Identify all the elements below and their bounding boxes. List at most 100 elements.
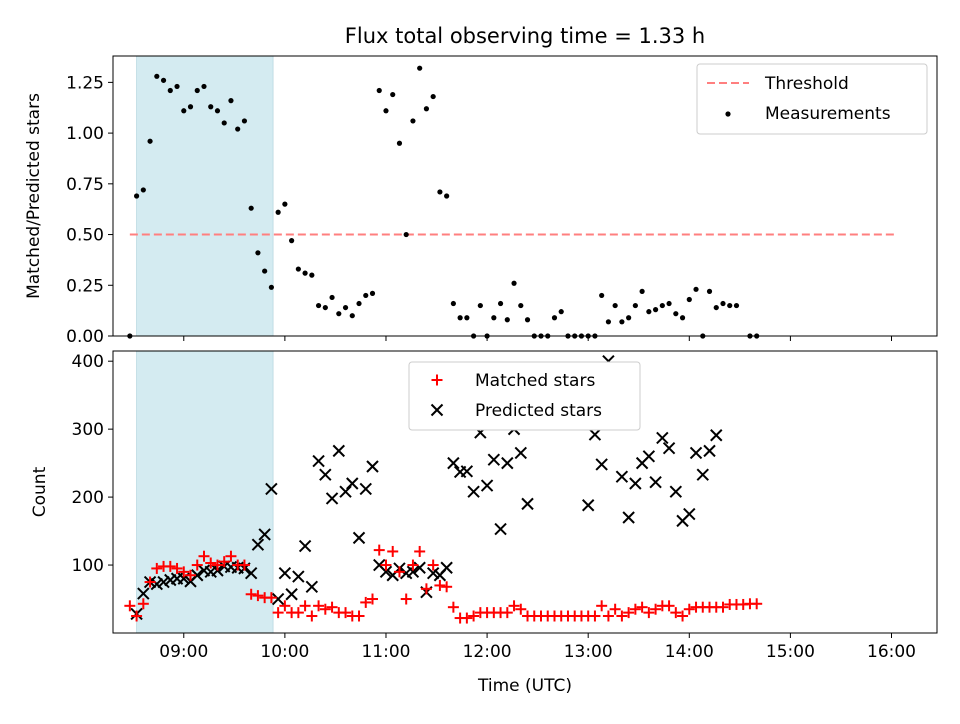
measurement-point bbox=[417, 65, 423, 71]
predicted-stars-point bbox=[629, 477, 642, 490]
top-y-axis-label: Matched/Predicted stars bbox=[24, 93, 44, 299]
measurement-point bbox=[646, 309, 652, 315]
bottom-y-axis-label: Count bbox=[30, 466, 50, 517]
legend-measurements-swatch bbox=[725, 111, 731, 117]
measurement-point bbox=[457, 315, 463, 321]
y-tick-label: 0.00 bbox=[66, 327, 104, 347]
x-marker-stroke bbox=[258, 528, 271, 541]
measurement-point bbox=[450, 300, 456, 307]
measurement-point bbox=[309, 272, 315, 278]
measurement-point bbox=[275, 209, 281, 215]
top-y-ticks: 0.00 0.25 0.50 0.75 1.00 1.25 bbox=[66, 73, 113, 347]
x-marker-stroke bbox=[251, 538, 265, 551]
matched-stars-point bbox=[616, 610, 628, 622]
x-marker-stroke bbox=[615, 470, 629, 483]
measurement-point bbox=[342, 304, 349, 311]
measurement-point bbox=[174, 83, 180, 90]
x-marker-stroke bbox=[447, 456, 460, 470]
matched-stars-point bbox=[225, 550, 237, 562]
measurement-point bbox=[659, 302, 665, 309]
bottom-legend: Matched stars Predicted stars bbox=[408, 361, 641, 431]
predicted-stars-point bbox=[191, 569, 204, 582]
matched-stars-point bbox=[124, 600, 136, 612]
measurement-point bbox=[518, 302, 524, 309]
predicted-stars-point bbox=[622, 511, 635, 524]
matched-stars-point bbox=[185, 569, 197, 581]
measurement-point bbox=[336, 311, 342, 317]
x-marker-stroke bbox=[157, 575, 170, 589]
matched-stars-point bbox=[131, 610, 143, 622]
measurement-point bbox=[376, 87, 382, 94]
x-marker-stroke bbox=[379, 565, 393, 579]
x-marker-stroke bbox=[137, 587, 150, 600]
measurement-point bbox=[605, 319, 612, 325]
measurement-point bbox=[302, 270, 308, 276]
matched-stars-point bbox=[663, 600, 675, 612]
x-marker-stroke bbox=[150, 577, 164, 591]
y-tick-label: 200 bbox=[72, 488, 104, 508]
x-marker-stroke bbox=[710, 429, 723, 442]
x-marker-stroke bbox=[696, 468, 709, 481]
matched-stars-point bbox=[245, 588, 257, 600]
measurement-point bbox=[430, 93, 436, 100]
predicted-stars-point bbox=[298, 539, 312, 553]
measurement-point bbox=[619, 319, 625, 325]
measurement-point bbox=[221, 120, 227, 126]
x-marker-stroke bbox=[521, 497, 534, 511]
measurement-point bbox=[423, 106, 430, 112]
x-marker-stroke bbox=[689, 446, 703, 460]
x-marker-stroke bbox=[595, 458, 608, 471]
matched-stars-point bbox=[367, 593, 379, 605]
measurement-point bbox=[403, 231, 409, 238]
matched-stars-point bbox=[198, 550, 210, 562]
predicted-stars-point bbox=[521, 497, 534, 511]
matched-stars-point bbox=[326, 601, 338, 613]
matched-stars-point bbox=[319, 603, 331, 615]
matched-stars-point bbox=[434, 579, 446, 591]
measurement-point bbox=[720, 300, 726, 307]
x-marker-stroke bbox=[480, 479, 494, 492]
measurement-point bbox=[497, 300, 504, 307]
bottom-legend-box bbox=[408, 361, 641, 431]
bottom-y-ticks: 100 200 300 400 bbox=[72, 352, 113, 576]
measurement-point bbox=[322, 304, 328, 311]
predicted-stars-point bbox=[656, 431, 669, 445]
matched-stars-point bbox=[205, 557, 217, 569]
x-marker-stroke bbox=[487, 453, 501, 466]
measurement-point bbox=[383, 108, 389, 114]
measurement-point bbox=[733, 302, 740, 309]
x-tick-label: 12:00 bbox=[463, 642, 512, 662]
matched-stars-point bbox=[717, 601, 729, 613]
matched-stars-point bbox=[292, 607, 304, 619]
predicted-stars-point bbox=[696, 468, 709, 481]
x-tick-label: 11:00 bbox=[361, 642, 410, 662]
matched-stars-point bbox=[683, 603, 695, 615]
predicted-stars-point bbox=[157, 575, 170, 589]
x-marker-stroke bbox=[271, 592, 285, 606]
measurement-point bbox=[228, 98, 234, 104]
predicted-stars-point bbox=[319, 468, 332, 481]
predicted-stars-point bbox=[494, 522, 507, 536]
x-marker-stroke bbox=[703, 444, 716, 458]
predicted-stars-point bbox=[710, 429, 723, 442]
measurement-point bbox=[187, 104, 194, 110]
measurement-point bbox=[208, 104, 214, 110]
x-marker-stroke bbox=[683, 507, 696, 521]
matched-stars-point bbox=[191, 559, 203, 571]
measurement-point bbox=[147, 138, 153, 144]
x-marker-stroke bbox=[649, 475, 662, 489]
x-marker-stroke bbox=[622, 511, 635, 524]
matched-stars-point bbox=[137, 598, 149, 610]
legend-matched-label: Matched stars bbox=[475, 371, 595, 391]
matched-stars-point bbox=[144, 576, 156, 588]
legend-matched-swatch bbox=[431, 374, 443, 386]
observing-window-span bbox=[136, 55, 274, 337]
matched-stars-points bbox=[124, 544, 763, 624]
predicted-stars-point bbox=[325, 492, 339, 505]
x-marker-stroke bbox=[460, 465, 474, 478]
y-tick-label: 1.00 bbox=[66, 124, 104, 144]
predicted-stars-point bbox=[359, 482, 372, 496]
matched-stars-point bbox=[414, 545, 426, 557]
measurement-point bbox=[295, 266, 301, 272]
matched-stars-point bbox=[447, 601, 459, 613]
